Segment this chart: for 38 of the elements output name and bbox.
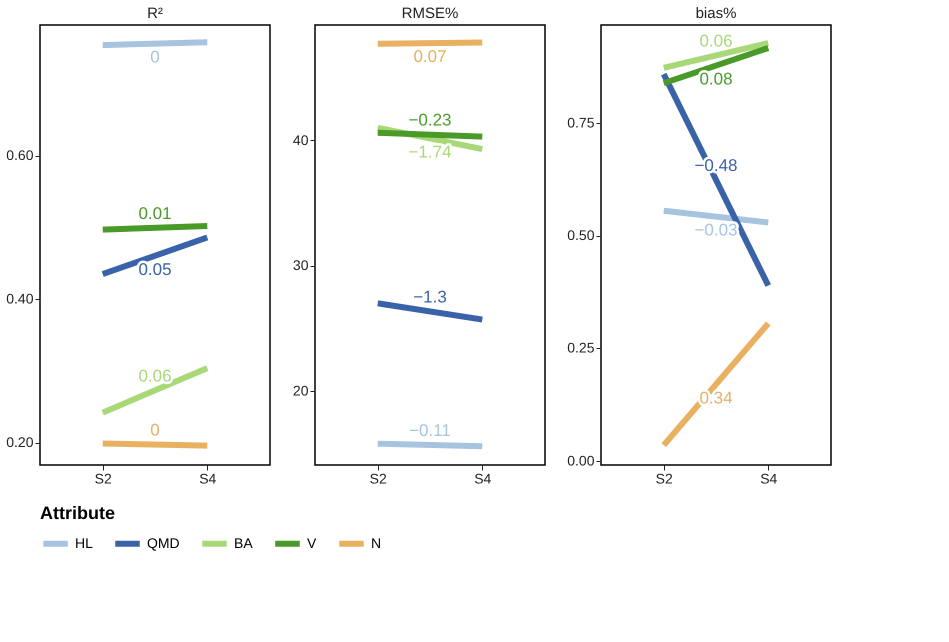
annotation: 0.06 xyxy=(699,31,733,50)
legend-label: HL xyxy=(75,534,94,551)
annotation: 0.08 xyxy=(699,70,733,89)
y-tick-label: 20 xyxy=(292,382,309,399)
annotation: −0.11 xyxy=(409,420,451,440)
y-tick-label: 40 xyxy=(292,132,309,148)
y-tick-label: 0.50 xyxy=(567,227,595,244)
chart-title: RMSE% xyxy=(402,5,458,22)
legend-label: QMD xyxy=(147,534,180,551)
annotation: 0.06 xyxy=(138,366,172,386)
annotation: 0.05 xyxy=(138,260,172,279)
annotation: −0.03 xyxy=(694,220,738,240)
y-tick-label: 0.60 xyxy=(6,147,34,164)
x-tick-label: S4 xyxy=(474,470,492,486)
y-tick-label: 30 xyxy=(292,257,309,274)
x-tick-label: S4 xyxy=(760,470,778,486)
annotation: −1.74 xyxy=(408,142,452,162)
annotation: 0.01 xyxy=(138,204,172,223)
y-tick-label: 0.75 xyxy=(567,114,595,130)
annotation: 0 xyxy=(150,48,160,67)
y-tick-label: 0.00 xyxy=(567,452,595,468)
y-tick-label: 0.40 xyxy=(6,290,34,307)
annotation: 0.07 xyxy=(413,47,447,66)
y-tick-label: 0.25 xyxy=(567,340,595,356)
legend-label: V xyxy=(307,534,317,551)
legend-label: N xyxy=(371,534,382,551)
chart-title: R² xyxy=(147,5,163,22)
annotation: −0.23 xyxy=(408,110,452,130)
annotation: −1.3 xyxy=(413,287,447,306)
annotation: 0 xyxy=(150,420,160,440)
chart-title: bias% xyxy=(696,5,736,22)
x-tick-label: S2 xyxy=(656,470,674,486)
legend-title: Attribute xyxy=(40,503,115,523)
x-tick-label: S2 xyxy=(94,470,112,486)
y-tick-label: 0.20 xyxy=(6,434,34,450)
legend-label: BA xyxy=(234,534,254,551)
x-tick-label: S2 xyxy=(370,470,388,486)
x-tick-label: S4 xyxy=(199,470,217,486)
